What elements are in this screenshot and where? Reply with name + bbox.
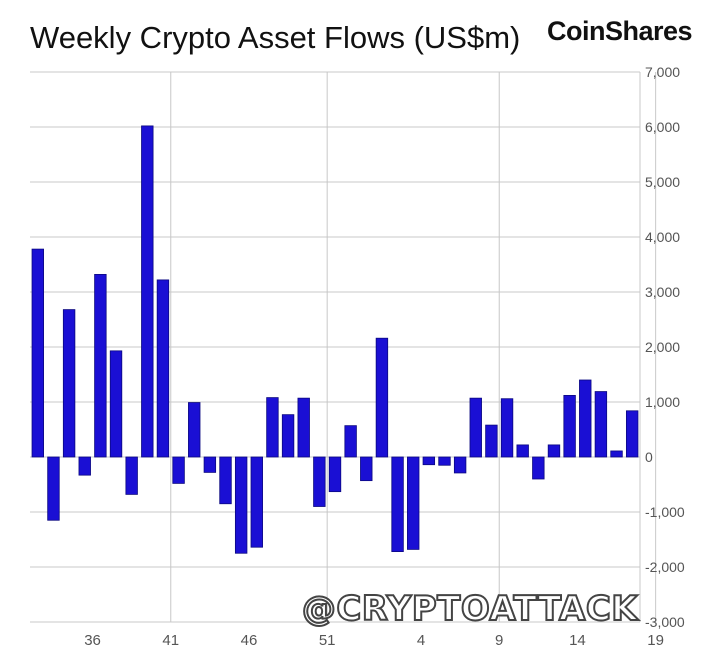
x-tick-label: 19 <box>647 632 664 649</box>
bar-week-29 <box>485 424 498 458</box>
bar-week-35 <box>579 379 592 458</box>
bar-week-32 <box>532 456 545 480</box>
x-axis-ticks: 36 41 46 51 4 9 14 19 <box>84 632 664 649</box>
bar-week-13 <box>234 456 248 554</box>
bar-week-38 <box>625 410 639 458</box>
x-tick-label: 9 <box>495 632 503 649</box>
bar-week-25 <box>422 456 436 466</box>
bar-week-23 <box>391 456 404 552</box>
bar-week-1 <box>47 456 60 521</box>
y-tick-label: 6,000 <box>645 119 680 135</box>
bar-week-15 <box>266 397 279 458</box>
y-tick-label: 5,000 <box>645 174 680 190</box>
y-axis-ticks: 7,000 6,000 5,000 4,000 3,000 2,000 1,000 0 -1,0… <box>645 64 685 630</box>
bar-week-9 <box>172 456 185 484</box>
x-tick-label: 51 <box>319 632 336 649</box>
bar-week-3 <box>78 456 91 476</box>
bar-week-27 <box>453 456 467 474</box>
bar-week-31 <box>516 444 529 458</box>
bar-week-30 <box>500 398 514 458</box>
bar-week-12 <box>219 456 232 505</box>
x-tick-label: 41 <box>162 632 179 649</box>
bar-week-19 <box>328 456 342 493</box>
coinshares-logo: CoinShares <box>546 16 693 46</box>
bars <box>31 125 639 554</box>
bar-week-17 <box>297 397 310 458</box>
y-tick-label: -2,000 <box>645 559 685 575</box>
bar-week-10 <box>188 402 201 458</box>
y-tick-label: 4,000 <box>645 229 680 245</box>
bar-week-34 <box>563 394 576 458</box>
bar-week-14 <box>250 456 263 548</box>
bar-week-36 <box>594 391 608 458</box>
y-tick-label: 3,000 <box>645 284 680 300</box>
bar-week-18 <box>313 456 326 507</box>
x-tick-label: 4 <box>417 632 425 649</box>
chart-title: Weekly Crypto Asset Flows (US$m) <box>30 20 521 55</box>
bar-week-5 <box>109 350 123 458</box>
bar-week-16 <box>281 414 295 458</box>
y-tick-label: 0 <box>645 449 653 465</box>
y-tick-label: -1,000 <box>645 504 685 520</box>
y-tick-label: -3,000 <box>645 614 685 630</box>
bar-week-21 <box>360 456 373 482</box>
bar-week-22 <box>375 337 389 458</box>
bar-week-0 <box>31 248 44 458</box>
x-tick-label: 46 <box>241 632 258 649</box>
x-tick-label: 36 <box>84 632 101 649</box>
watermark-text: @CRYPTOATTACK <box>302 589 639 629</box>
y-tick-label: 2,000 <box>645 339 680 355</box>
bar-week-33 <box>547 444 561 458</box>
x-tick-label: 14 <box>569 632 586 649</box>
y-tick-label: 1,000 <box>645 394 680 410</box>
bar-week-8 <box>156 279 170 458</box>
bar-week-24 <box>407 456 420 550</box>
grid-lines <box>30 71 657 623</box>
bar-week-4 <box>94 273 107 458</box>
bar-week-2 <box>62 309 76 458</box>
bar-week-6 <box>125 456 138 495</box>
bar-week-20 <box>344 425 357 458</box>
bar-week-7 <box>141 125 154 458</box>
bar-week-37 <box>610 450 623 458</box>
y-tick-label: 7,000 <box>645 64 680 80</box>
bar-week-11 <box>203 456 217 473</box>
bar-week-26 <box>438 456 451 466</box>
bar-week-28 <box>469 397 482 458</box>
